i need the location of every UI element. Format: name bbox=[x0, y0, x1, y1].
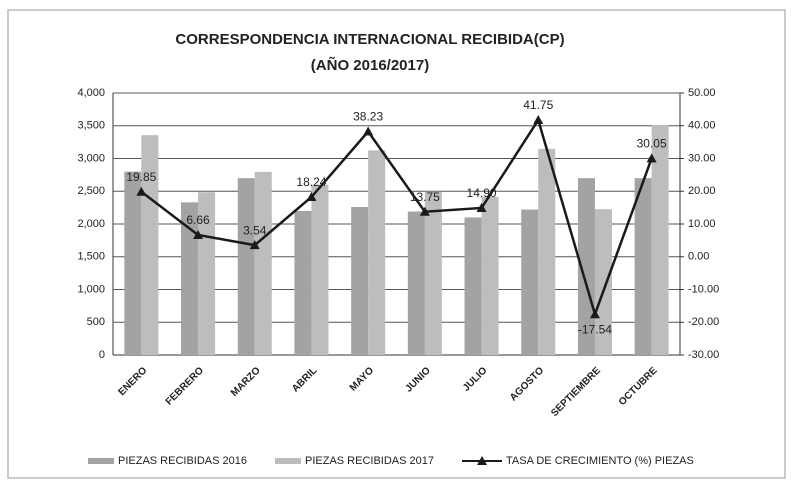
y2-tick-label: 30.00 bbox=[688, 152, 716, 164]
bar bbox=[538, 148, 556, 355]
line-marker bbox=[193, 229, 204, 239]
y2-tick-label: -10.00 bbox=[688, 283, 719, 295]
y-tick-label: 1,500 bbox=[77, 251, 105, 263]
bar bbox=[294, 210, 312, 355]
legend-marker bbox=[477, 456, 487, 465]
chart-subtitle: (AÑO 2016/2017) bbox=[311, 56, 429, 74]
y-tick-label: 0 bbox=[99, 349, 105, 361]
y-tick-label: 500 bbox=[87, 316, 105, 328]
legend-label: PIEZAS RECIBIDAS 2016 bbox=[118, 455, 247, 467]
bar bbox=[254, 171, 272, 355]
line-marker bbox=[476, 202, 487, 212]
bar bbox=[181, 202, 199, 355]
bar bbox=[237, 178, 255, 355]
y2-tick-label: -30.00 bbox=[688, 349, 719, 361]
data-label: 19.85 bbox=[126, 170, 156, 184]
bar bbox=[198, 192, 216, 355]
data-label: -17.54 bbox=[578, 322, 612, 336]
y-tick-label: 2,500 bbox=[77, 185, 105, 197]
data-label: 14.90 bbox=[467, 186, 497, 200]
y2-tick-label: 10.00 bbox=[688, 218, 716, 230]
bar bbox=[368, 150, 386, 355]
legend-swatch bbox=[88, 458, 114, 464]
bar bbox=[464, 217, 482, 355]
y2-tick-label: 40.00 bbox=[688, 120, 716, 132]
bar bbox=[521, 209, 539, 355]
bar bbox=[634, 178, 652, 355]
bar bbox=[407, 211, 425, 355]
y-tick-label: 3,500 bbox=[77, 120, 105, 132]
y-tick-label: 1,000 bbox=[77, 283, 105, 295]
y2-tick-label: 20.00 bbox=[688, 185, 716, 197]
y2-tick-label: 0.00 bbox=[688, 251, 709, 263]
bar bbox=[124, 171, 142, 355]
line-marker bbox=[249, 240, 260, 250]
y-tick-label: 3,000 bbox=[77, 152, 105, 164]
y-tick-label: 4,000 bbox=[77, 87, 105, 99]
data-label: 41.75 bbox=[523, 98, 553, 112]
line-marker bbox=[306, 192, 317, 202]
data-label: 38.23 bbox=[353, 110, 383, 124]
bar bbox=[651, 125, 669, 355]
bar bbox=[424, 191, 442, 355]
bar bbox=[481, 196, 499, 355]
data-label: 30.05 bbox=[637, 137, 667, 151]
data-label: 6.66 bbox=[186, 213, 210, 227]
line-marker bbox=[646, 153, 657, 163]
line-marker bbox=[589, 309, 600, 319]
bar bbox=[351, 206, 369, 355]
line-marker bbox=[533, 115, 544, 125]
bar bbox=[577, 178, 595, 355]
line bbox=[140, 117, 653, 319]
y2-tick-label: -20.00 bbox=[688, 316, 719, 328]
y-tick-label: 2,000 bbox=[77, 218, 105, 230]
data-label: 13.75 bbox=[410, 190, 440, 204]
data-label: 3.54 bbox=[243, 223, 267, 237]
line-marker bbox=[363, 126, 374, 136]
bar bbox=[141, 135, 159, 355]
legend-swatch bbox=[275, 458, 301, 464]
legend-label: TASA DE CRECIMIENTO (%) PIEZAS bbox=[506, 455, 694, 467]
line-marker bbox=[419, 206, 430, 216]
legend-label: PIEZAS RECIBIDAS 2017 bbox=[305, 455, 434, 467]
data-label: 18.24 bbox=[296, 175, 326, 189]
bar bbox=[594, 209, 612, 355]
bar bbox=[311, 184, 329, 355]
chart-title: CORRESPONDENCIA INTERNACIONAL RECIBIDA(C… bbox=[175, 31, 564, 48]
y2-tick-label: 50.00 bbox=[688, 87, 716, 99]
line-marker bbox=[136, 186, 147, 196]
